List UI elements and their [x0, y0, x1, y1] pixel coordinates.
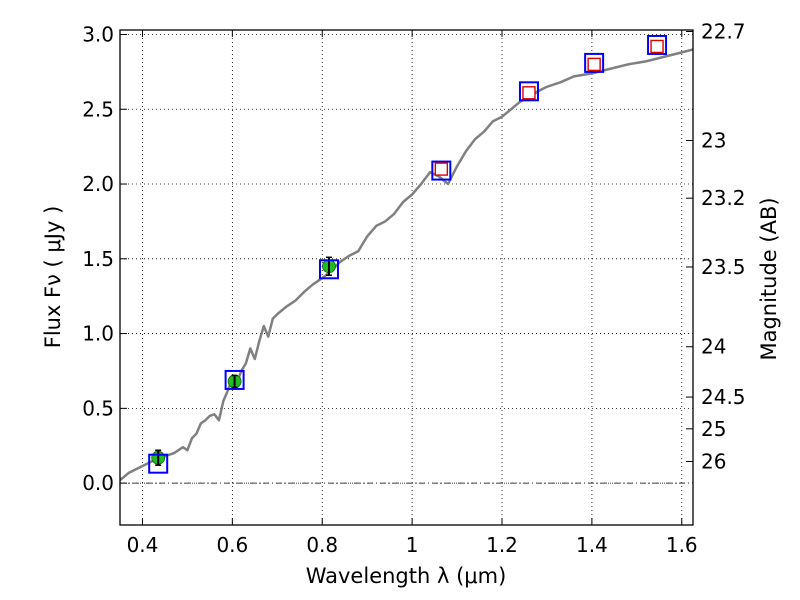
model-photometry-point — [148, 453, 169, 474]
y-tick-label: 0.5 — [82, 396, 114, 420]
y-tick-label: 1.0 — [82, 322, 114, 346]
y-tick-label: 2.0 — [82, 172, 114, 196]
right-tick-label: 23 — [701, 129, 726, 153]
y-tick-label: 2.5 — [82, 97, 114, 121]
x-tick-label: 0.6 — [216, 533, 248, 557]
y-tick-label: 3.0 — [82, 22, 114, 46]
nir-observed-point — [522, 86, 536, 100]
x-tick-label: 1.2 — [486, 533, 518, 557]
plot-frame — [119, 29, 694, 526]
right-tick-label: 23.5 — [701, 255, 746, 279]
x-tick-label: 1 — [406, 533, 419, 557]
right-tick-label: 26 — [701, 450, 726, 474]
model-photometry-point — [318, 259, 339, 280]
y-tick-label: 1.5 — [82, 247, 114, 271]
nir-observed-point — [650, 39, 664, 54]
model-photometry-point — [431, 160, 452, 181]
grid-lines — [120, 30, 693, 525]
right-axis-label: Magnitude (AB) — [757, 197, 781, 360]
y-tick-label: 0.0 — [82, 471, 114, 495]
x-tick-label: 1.6 — [666, 533, 698, 557]
nir-observed-point — [587, 57, 601, 72]
model-photometry-point — [224, 369, 245, 390]
y-axis-label: Flux Fν ( μJy ) — [41, 206, 65, 349]
series-layer — [120, 34, 693, 482]
x-axis-label: Wavelength λ (μm) — [306, 564, 507, 588]
right-tick-label: 22.7 — [701, 20, 746, 44]
x-tick-label: 1.4 — [576, 533, 608, 557]
right-tick-label: 24.5 — [701, 385, 746, 409]
right-tick-label: 23.2 — [701, 186, 746, 210]
x-tick-label: 0.8 — [306, 533, 338, 557]
model-photometry-point — [518, 81, 539, 102]
x-tick-label: 0.4 — [127, 533, 159, 557]
axis-ticks: 0.4 0.6 0.8 1 1.2 1.4 1.6 0.0 0.5 1.0 1.5 2.0 2.5 3.0… — [82, 20, 745, 557]
right-tick-label: 24 — [701, 335, 726, 359]
nir-observed-point — [434, 162, 449, 176]
right-tick-label: 25 — [701, 417, 726, 441]
model-photometry-point — [584, 52, 605, 73]
model-photometry-point — [647, 34, 668, 55]
